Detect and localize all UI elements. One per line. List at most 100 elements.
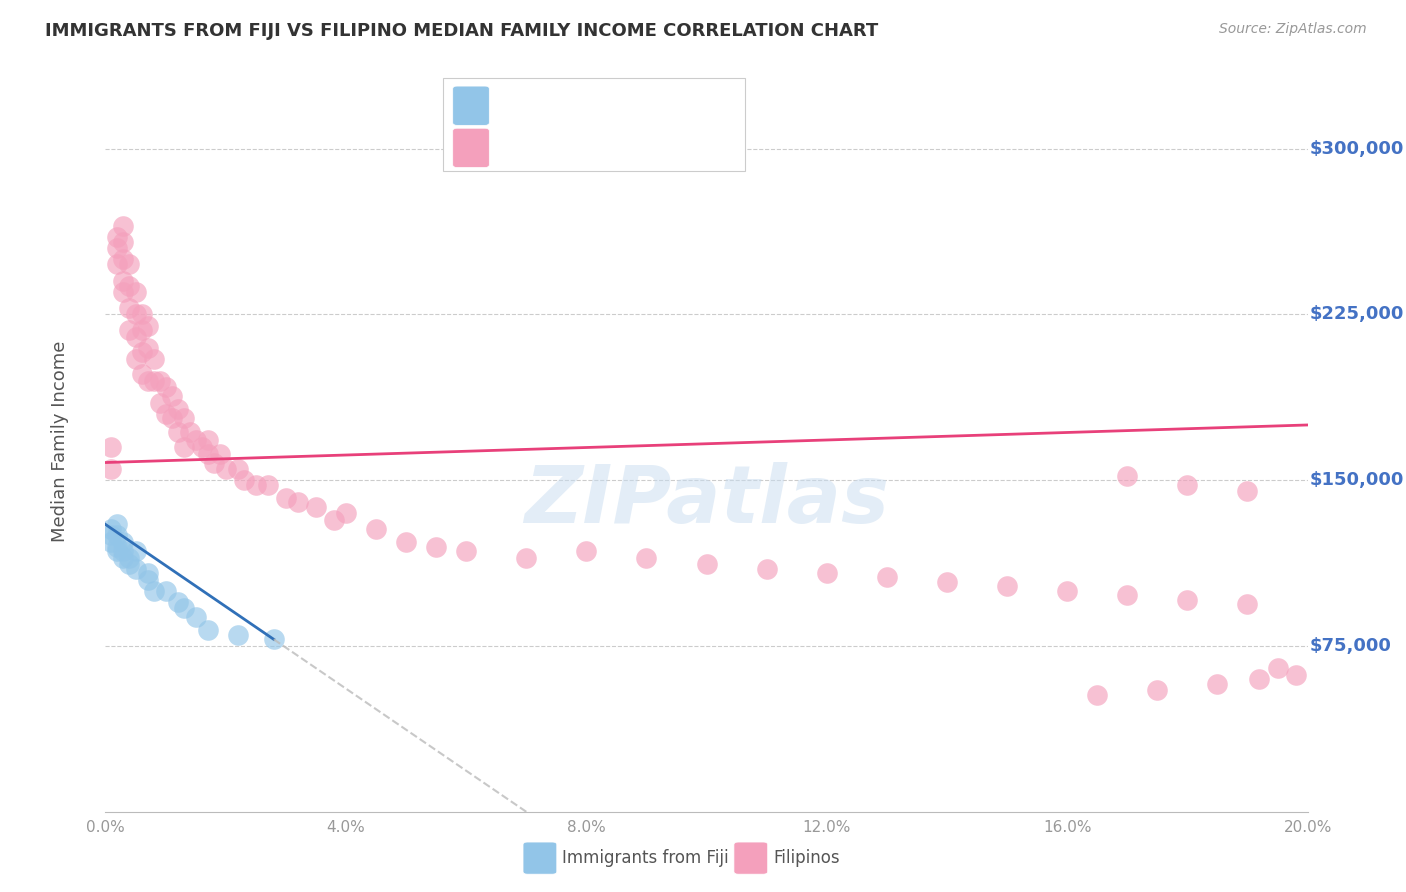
Point [112, 544, 135, 558]
Point [155, 583, 177, 598]
Point [112, 285, 135, 300]
Text: 24: 24 [640, 96, 664, 115]
Point [263, 632, 285, 647]
Point [124, 329, 146, 343]
Point [107, 528, 129, 542]
Point [1236, 597, 1258, 611]
Point [142, 583, 165, 598]
Point [118, 301, 141, 315]
Point [1249, 672, 1271, 686]
Point [425, 540, 447, 554]
Text: Immigrants from Fiji: Immigrants from Fiji [562, 849, 730, 867]
Point [124, 544, 146, 558]
Text: 0.036: 0.036 [538, 139, 591, 157]
Point [155, 407, 177, 421]
Point [173, 601, 195, 615]
Point [107, 241, 129, 255]
Point [1206, 676, 1229, 690]
Text: N =: N = [605, 96, 641, 115]
Text: $300,000: $300,000 [1310, 140, 1405, 158]
Point [232, 473, 254, 487]
Point [197, 624, 219, 638]
Point [208, 447, 231, 461]
Point [131, 367, 153, 381]
Point [131, 345, 153, 359]
Point [160, 389, 183, 403]
Text: Median Family Income: Median Family Income [51, 341, 69, 542]
Point [100, 440, 122, 454]
Point [107, 230, 129, 244]
Point [166, 402, 188, 417]
Point [1056, 583, 1078, 598]
Point [197, 434, 219, 448]
Point [364, 522, 387, 536]
Point [148, 396, 170, 410]
Point [197, 447, 219, 461]
Point [395, 535, 418, 549]
Point [118, 323, 141, 337]
Point [515, 550, 537, 565]
Point [136, 341, 159, 355]
Text: 80: 80 [640, 139, 662, 157]
Point [184, 610, 207, 624]
Point [118, 278, 141, 293]
Text: R =: R = [499, 139, 536, 157]
Point [118, 257, 141, 271]
Point [136, 573, 159, 587]
Point [124, 351, 146, 366]
Point [876, 570, 898, 584]
Point [166, 595, 188, 609]
Point [112, 235, 135, 249]
Point [100, 522, 122, 536]
Point [166, 425, 188, 439]
Point [1267, 661, 1289, 675]
Point [190, 440, 212, 454]
Point [575, 544, 598, 558]
Point [148, 374, 170, 388]
Point [142, 351, 165, 366]
Point [226, 462, 249, 476]
Point [124, 561, 146, 575]
Point [815, 566, 838, 580]
Point [100, 528, 122, 542]
Point [454, 544, 477, 558]
Point [155, 380, 177, 394]
Point [112, 219, 135, 233]
Point [136, 566, 159, 580]
Point [1175, 592, 1198, 607]
Point [100, 535, 122, 549]
Point [1236, 484, 1258, 499]
Point [696, 558, 718, 572]
Point [112, 535, 135, 549]
Point [173, 411, 195, 425]
Point [100, 462, 122, 476]
Point [118, 558, 141, 572]
Point [112, 550, 135, 565]
Point [636, 550, 658, 565]
Point [305, 500, 328, 514]
Text: Filipinos: Filipinos [773, 849, 839, 867]
Point [131, 308, 153, 322]
Point [131, 323, 153, 337]
Point [755, 561, 778, 575]
Point [1116, 588, 1139, 602]
Point [1284, 667, 1306, 681]
Point [107, 257, 129, 271]
Text: $75,000: $75,000 [1310, 637, 1392, 655]
Point [124, 308, 146, 322]
Point [107, 544, 129, 558]
Point [118, 550, 141, 565]
Point [287, 495, 309, 509]
Point [124, 285, 146, 300]
Point [142, 374, 165, 388]
Text: $225,000: $225,000 [1310, 305, 1405, 324]
Point [936, 574, 959, 589]
Point [184, 434, 207, 448]
Point [136, 318, 159, 333]
Point [322, 513, 344, 527]
Point [202, 456, 225, 470]
Point [107, 517, 129, 532]
Point [335, 507, 357, 521]
Text: ZIPatlas: ZIPatlas [524, 462, 889, 540]
Point [256, 477, 278, 491]
